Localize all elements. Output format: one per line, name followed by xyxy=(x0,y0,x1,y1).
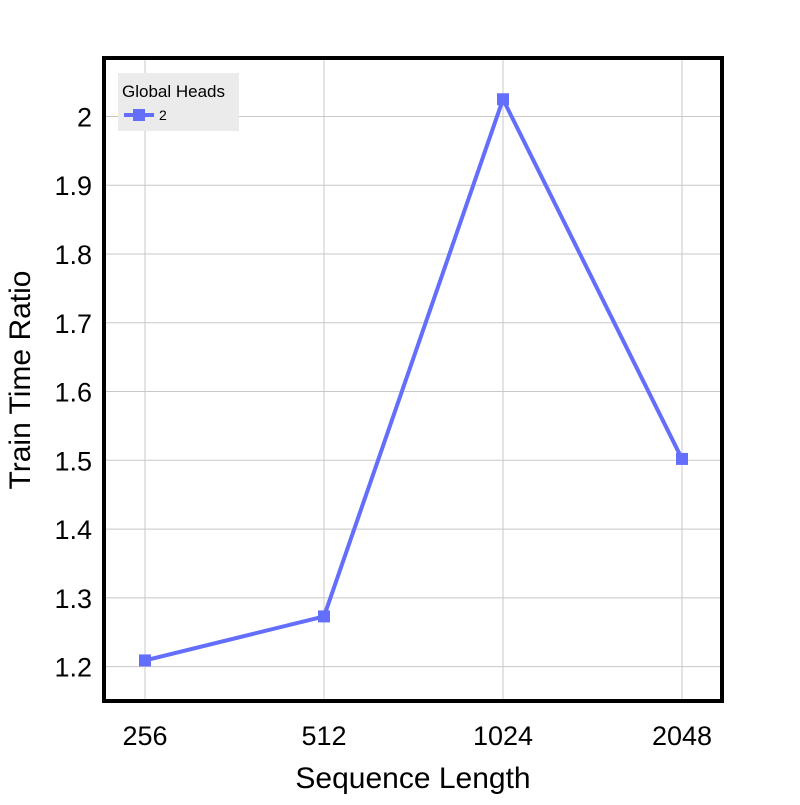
x-tick-label: 512 xyxy=(301,721,346,751)
legend-title: Global Heads xyxy=(122,82,225,101)
data-point-marker xyxy=(318,610,330,623)
x-tick-label: 2048 xyxy=(652,721,712,751)
x-axis-title: Sequence Length xyxy=(295,762,530,795)
y-tick-label: 1.4 xyxy=(54,515,92,545)
y-axis-title: Train Time Ratio xyxy=(4,271,37,490)
series-layer xyxy=(139,93,688,667)
y-tick-label: 1.8 xyxy=(54,240,92,270)
x-tick-labels: 256 512 1024 2048 xyxy=(122,721,712,751)
data-point-marker xyxy=(497,93,509,106)
legend-background xyxy=(118,73,239,131)
y-tick-label: 1.9 xyxy=(54,171,92,201)
data-point-marker xyxy=(139,654,151,667)
legend-items: 2 xyxy=(124,107,167,123)
data-point-marker xyxy=(676,452,688,465)
y-tick-label: 1.5 xyxy=(54,446,92,476)
y-tick-label: 1.6 xyxy=(54,378,92,408)
legend-item-label: 2 xyxy=(159,107,167,123)
y-tick-label: 2 xyxy=(77,102,92,132)
grid-layer xyxy=(104,58,722,701)
legend-marker-swatch xyxy=(133,109,145,121)
x-tick-label: 1024 xyxy=(473,721,533,751)
legend: Global Heads 2 xyxy=(118,73,239,131)
y-tick-label: 1.3 xyxy=(54,584,92,614)
y-tick-label: 1.2 xyxy=(54,653,92,683)
y-tick-labels: 1.2 1.3 1.4 1.5 1.6 1.7 1.8 1.9 2 xyxy=(54,102,92,682)
series-line xyxy=(144,97,684,663)
x-tick-label: 256 xyxy=(122,721,167,751)
plot-frame xyxy=(102,56,724,703)
y-tick-label: 1.7 xyxy=(54,309,92,339)
